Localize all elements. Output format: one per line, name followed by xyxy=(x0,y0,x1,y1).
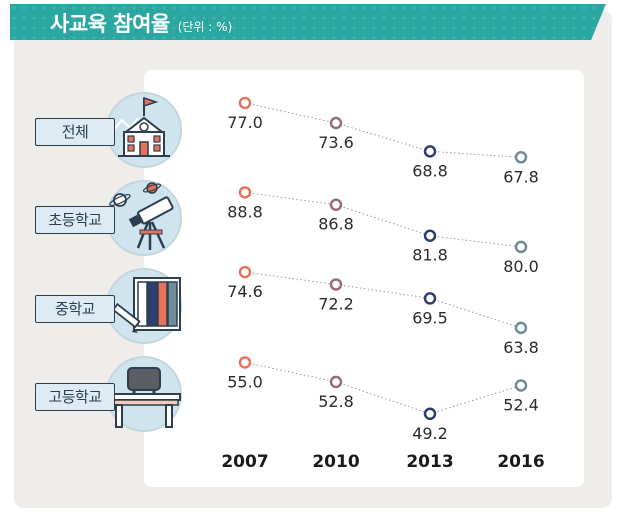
x-tick-label: 2016 xyxy=(497,452,544,472)
row-label-all: 전체 xyxy=(35,118,115,146)
books-pencil-icon xyxy=(106,268,182,344)
data-point xyxy=(423,229,437,242)
data-point xyxy=(329,116,343,130)
data-point xyxy=(238,265,252,279)
data-label: 74.6 xyxy=(227,282,263,301)
title-banner xyxy=(10,4,606,40)
data-label: 52.4 xyxy=(503,395,539,414)
x-tick-label: 2007 xyxy=(221,452,268,472)
unit-label: (단위 : %) xyxy=(177,20,233,34)
data-label: 55.0 xyxy=(227,372,263,391)
chart-title: 사교육 참여율 xyxy=(50,12,170,36)
data-point xyxy=(423,145,437,158)
data-label: 49.2 xyxy=(412,424,448,443)
data-label: 52.8 xyxy=(318,392,354,411)
data-label: 69.5 xyxy=(412,308,448,327)
data-point xyxy=(238,356,252,369)
series-line-segment xyxy=(244,191,337,206)
data-label: 67.8 xyxy=(503,167,539,186)
data-point xyxy=(423,292,437,305)
series-line-segment xyxy=(429,150,522,158)
data-label: 86.8 xyxy=(318,215,354,234)
data-label: 77.0 xyxy=(227,113,263,132)
data-label: 68.8 xyxy=(412,161,448,180)
telescope-icon xyxy=(106,180,182,256)
row-label-high: 고등학교 xyxy=(35,383,115,411)
series-line-segment xyxy=(244,271,337,285)
data-label: 80.0 xyxy=(503,257,539,276)
x-tick-label: 2010 xyxy=(312,452,359,472)
data-point xyxy=(514,321,528,335)
data-label: 81.8 xyxy=(412,246,448,265)
data-point xyxy=(329,198,343,211)
data-label: 63.8 xyxy=(503,338,539,357)
data-point xyxy=(514,240,528,254)
data-point xyxy=(329,375,343,389)
series-line-segment xyxy=(335,204,431,237)
data-point xyxy=(238,186,252,199)
series-line-segment xyxy=(335,122,431,152)
series-line-segment xyxy=(429,235,522,248)
row-label-elementary: 초등학교 xyxy=(35,206,115,234)
row-label-middle: 중학교 xyxy=(35,295,115,323)
data-point xyxy=(423,407,437,421)
series-line-segment xyxy=(335,381,431,415)
data-point xyxy=(514,379,528,392)
data-point xyxy=(238,96,252,110)
data-label: 73.6 xyxy=(318,133,354,152)
data-point xyxy=(329,278,343,291)
data-point xyxy=(514,151,528,164)
title-group: 사교육 참여율 (단위 : %) xyxy=(50,8,232,38)
plot-panel xyxy=(144,70,584,487)
data-label: 72.2 xyxy=(318,294,354,313)
x-tick-label: 2013 xyxy=(406,452,453,472)
data-label: 88.8 xyxy=(227,202,263,221)
